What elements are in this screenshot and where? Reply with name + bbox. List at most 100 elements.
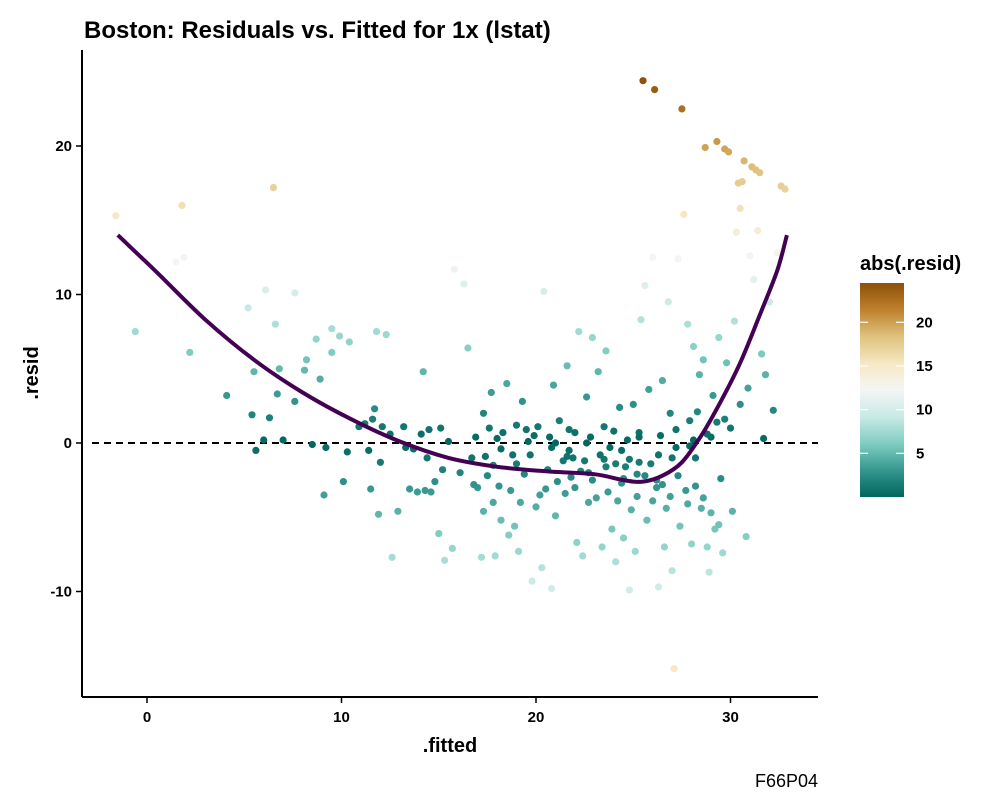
data-point bbox=[697, 504, 705, 512]
data-point bbox=[516, 498, 525, 506]
data-point bbox=[487, 388, 495, 397]
data-point bbox=[534, 423, 542, 431]
data-point bbox=[382, 331, 390, 339]
data-point bbox=[583, 393, 591, 401]
data-point bbox=[435, 530, 443, 538]
data-point bbox=[631, 547, 639, 556]
data-point bbox=[328, 348, 336, 356]
data-point bbox=[172, 258, 180, 266]
data-point bbox=[186, 348, 194, 356]
data-point bbox=[503, 380, 511, 388]
x-tick-label: 30 bbox=[722, 709, 739, 726]
data-point bbox=[569, 454, 577, 462]
data-point bbox=[526, 451, 534, 459]
data-point bbox=[693, 408, 702, 416]
data-point bbox=[512, 421, 521, 429]
data-point bbox=[699, 356, 707, 364]
data-point bbox=[421, 486, 429, 495]
data-point bbox=[715, 334, 723, 342]
data-point bbox=[635, 433, 643, 441]
data-point bbox=[703, 543, 711, 551]
data-point bbox=[536, 491, 544, 499]
legend-tick-label: 20 bbox=[916, 314, 933, 331]
y-ticks-group: -10 0 10 20 bbox=[50, 138, 82, 601]
data-point bbox=[493, 434, 501, 443]
data-point bbox=[425, 426, 433, 434]
data-point bbox=[586, 433, 595, 441]
data-point bbox=[343, 448, 351, 456]
data-point bbox=[549, 381, 558, 389]
data-point bbox=[643, 516, 651, 524]
data-point bbox=[668, 567, 676, 575]
data-point bbox=[419, 368, 427, 376]
data-point bbox=[738, 178, 746, 186]
data-point bbox=[629, 400, 637, 408]
y-tick-label: 20 bbox=[55, 138, 72, 155]
legend-tick-label: 5 bbox=[916, 445, 924, 462]
data-point bbox=[684, 320, 692, 328]
x-axis-title: .fitted bbox=[423, 735, 477, 757]
data-point bbox=[579, 552, 587, 560]
data-point bbox=[639, 77, 647, 85]
data-point bbox=[548, 584, 556, 593]
data-point bbox=[744, 384, 752, 392]
data-point bbox=[371, 405, 379, 413]
data-point bbox=[269, 184, 277, 192]
data-point bbox=[691, 482, 700, 490]
data-point bbox=[726, 424, 735, 432]
data-point bbox=[649, 497, 657, 505]
data-point bbox=[621, 463, 630, 471]
data-point bbox=[664, 298, 672, 306]
data-point bbox=[633, 470, 641, 478]
data-point bbox=[555, 417, 563, 425]
data-point bbox=[472, 433, 480, 441]
data-point bbox=[728, 507, 737, 515]
data-point bbox=[567, 473, 575, 481]
data-point bbox=[561, 489, 569, 498]
data-point bbox=[489, 498, 497, 506]
data-point bbox=[479, 409, 488, 417]
data-point bbox=[625, 455, 634, 463]
data-point bbox=[275, 365, 283, 373]
data-point bbox=[505, 531, 513, 539]
data-point bbox=[750, 276, 758, 284]
data-point bbox=[645, 385, 653, 394]
data-point bbox=[565, 426, 573, 434]
data-point bbox=[740, 157, 748, 165]
data-point bbox=[676, 522, 684, 530]
data-point bbox=[485, 424, 493, 432]
data-point bbox=[756, 169, 764, 177]
data-point bbox=[682, 486, 690, 495]
data-point bbox=[271, 320, 279, 328]
data-point bbox=[602, 463, 610, 471]
data-point bbox=[499, 429, 507, 437]
data-point bbox=[666, 409, 674, 417]
data-point bbox=[695, 371, 704, 379]
data-point bbox=[464, 344, 472, 352]
data-point bbox=[723, 359, 731, 367]
data-point bbox=[571, 429, 579, 437]
smooth-curve bbox=[116, 233, 789, 484]
data-point bbox=[524, 437, 532, 446]
data-point bbox=[588, 476, 597, 484]
data-point bbox=[563, 362, 571, 370]
data-point bbox=[250, 368, 258, 376]
data-point bbox=[481, 452, 489, 460]
data-point bbox=[495, 482, 503, 490]
legend-tick-label: 10 bbox=[916, 402, 933, 419]
data-point bbox=[656, 432, 665, 440]
points-group bbox=[112, 77, 789, 673]
data-point bbox=[291, 397, 299, 405]
data-point bbox=[672, 426, 680, 434]
data-point bbox=[637, 316, 645, 324]
data-point bbox=[223, 391, 231, 400]
data-point bbox=[736, 204, 744, 212]
data-point bbox=[244, 304, 252, 312]
data-point bbox=[581, 457, 589, 465]
data-point bbox=[602, 347, 610, 355]
data-point bbox=[654, 451, 663, 459]
data-point bbox=[565, 446, 573, 454]
data-point bbox=[732, 228, 740, 236]
data-point bbox=[553, 478, 562, 486]
